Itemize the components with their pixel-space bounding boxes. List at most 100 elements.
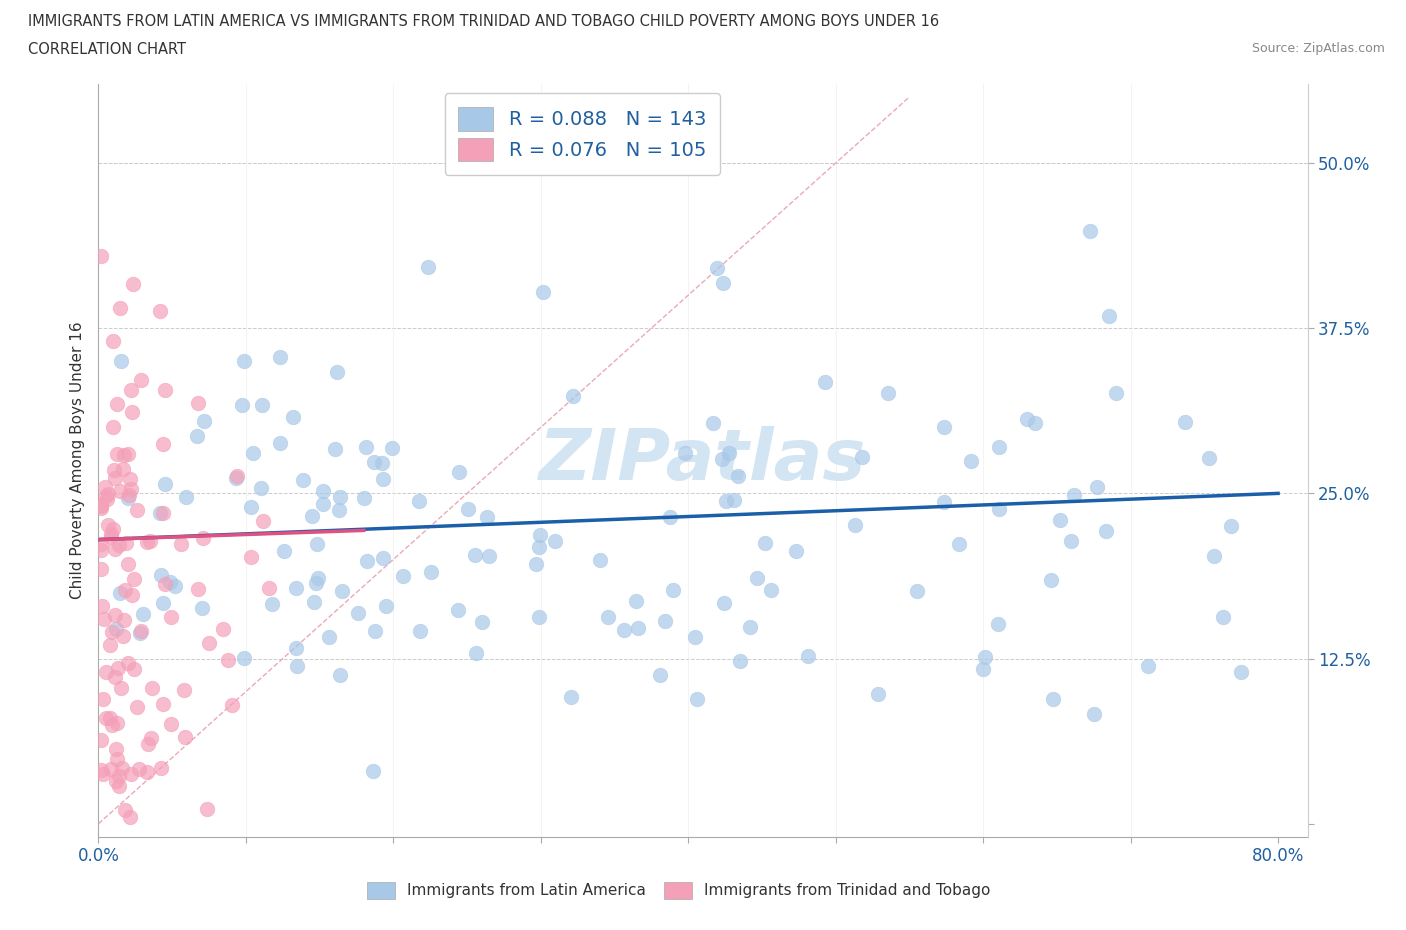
Point bbox=[627, 620, 650, 635]
Point bbox=[249, 481, 271, 496]
Point bbox=[98, 638, 121, 653]
Point bbox=[104, 741, 127, 756]
Point bbox=[673, 445, 696, 460]
Point bbox=[457, 501, 479, 516]
Point bbox=[745, 570, 768, 585]
Point bbox=[596, 609, 619, 624]
Point bbox=[713, 596, 735, 611]
Point bbox=[94, 664, 117, 679]
Point bbox=[654, 614, 676, 629]
Point bbox=[105, 716, 128, 731]
Point bbox=[987, 617, 1010, 631]
Point bbox=[187, 395, 209, 410]
Point bbox=[420, 565, 443, 579]
Point bbox=[170, 537, 193, 551]
Point bbox=[797, 648, 820, 663]
Point bbox=[285, 641, 308, 656]
Point bbox=[353, 490, 375, 505]
Point bbox=[107, 660, 129, 675]
Point bbox=[702, 416, 724, 431]
Point bbox=[103, 462, 125, 477]
Point bbox=[101, 333, 124, 348]
Point bbox=[136, 737, 159, 751]
Point bbox=[121, 588, 143, 603]
Point bbox=[291, 472, 314, 487]
Point bbox=[373, 551, 395, 566]
Point bbox=[1049, 512, 1071, 527]
Point bbox=[1063, 487, 1085, 502]
Point bbox=[529, 527, 551, 542]
Point bbox=[108, 301, 131, 316]
Point bbox=[531, 286, 554, 300]
Point bbox=[1137, 658, 1160, 673]
Point bbox=[114, 582, 136, 597]
Point bbox=[785, 543, 807, 558]
Point bbox=[728, 653, 751, 668]
Point bbox=[662, 582, 685, 597]
Point bbox=[174, 489, 197, 504]
Point bbox=[948, 537, 970, 551]
Point bbox=[118, 472, 141, 486]
Point bbox=[111, 461, 134, 476]
Point bbox=[544, 533, 567, 548]
Point bbox=[1220, 519, 1243, 534]
Point bbox=[159, 575, 181, 590]
Point bbox=[94, 711, 117, 725]
Point bbox=[149, 303, 172, 318]
Point bbox=[115, 536, 138, 551]
Text: CORRELATION CHART: CORRELATION CHART bbox=[28, 42, 186, 57]
Point bbox=[686, 692, 709, 707]
Point bbox=[197, 802, 219, 817]
Point bbox=[90, 498, 112, 513]
Point bbox=[346, 605, 368, 620]
Point bbox=[560, 689, 582, 704]
Point bbox=[381, 441, 404, 456]
Point bbox=[1042, 691, 1064, 706]
Point bbox=[193, 413, 215, 428]
Point bbox=[104, 622, 127, 637]
Point bbox=[90, 733, 112, 748]
Point bbox=[110, 760, 132, 775]
Point bbox=[851, 449, 873, 464]
Point bbox=[112, 612, 135, 627]
Point bbox=[465, 645, 488, 660]
Point bbox=[973, 649, 995, 664]
Point bbox=[91, 691, 114, 706]
Point bbox=[120, 766, 142, 781]
Point bbox=[120, 382, 142, 397]
Point bbox=[103, 541, 125, 556]
Point bbox=[391, 568, 413, 583]
Point bbox=[231, 397, 253, 412]
Point bbox=[683, 630, 706, 644]
Point bbox=[1174, 415, 1197, 430]
Point bbox=[90, 562, 112, 577]
Point bbox=[174, 729, 197, 744]
Point bbox=[364, 624, 387, 639]
Point bbox=[132, 606, 155, 621]
Point bbox=[152, 437, 174, 452]
Point bbox=[373, 472, 395, 486]
Point bbox=[273, 543, 295, 558]
Point bbox=[332, 583, 354, 598]
Point bbox=[240, 550, 263, 565]
Point bbox=[149, 506, 172, 521]
Text: IMMIGRANTS FROM LATIN AMERICA VS IMMIGRANTS FROM TRINIDAD AND TOBAGO CHILD POVER: IMMIGRANTS FROM LATIN AMERICA VS IMMIGRA… bbox=[28, 14, 939, 29]
Point bbox=[129, 626, 152, 641]
Point bbox=[107, 778, 129, 793]
Point bbox=[101, 717, 124, 732]
Point bbox=[1202, 548, 1225, 563]
Point bbox=[478, 549, 501, 564]
Point bbox=[135, 534, 157, 549]
Point bbox=[1078, 223, 1101, 238]
Point bbox=[813, 374, 835, 389]
Point bbox=[877, 386, 900, 401]
Point bbox=[759, 583, 782, 598]
Point bbox=[972, 661, 994, 676]
Point bbox=[250, 397, 273, 412]
Point bbox=[117, 556, 139, 571]
Point bbox=[269, 350, 291, 365]
Point bbox=[447, 603, 470, 618]
Point bbox=[110, 681, 132, 696]
Point bbox=[107, 768, 129, 783]
Point bbox=[740, 619, 762, 634]
